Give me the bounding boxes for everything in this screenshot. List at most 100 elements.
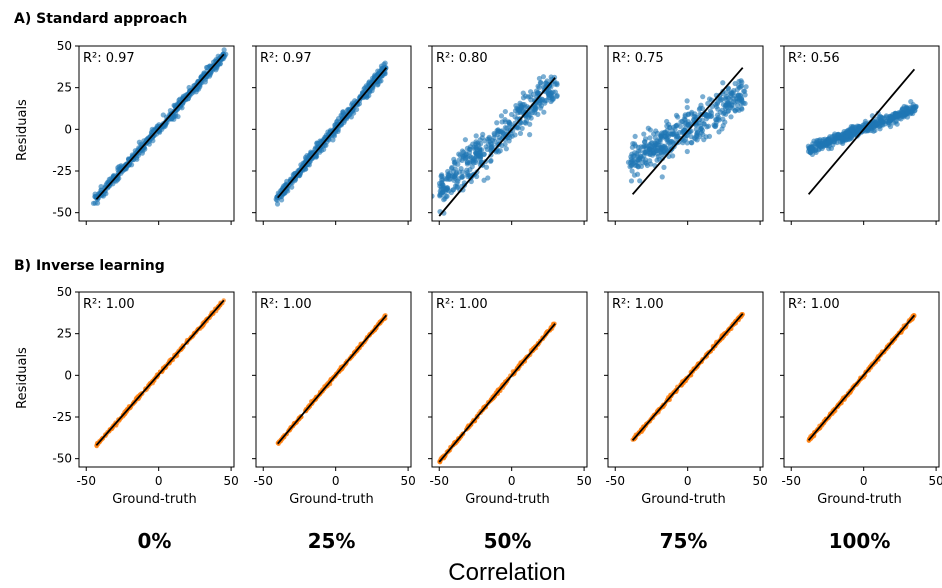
scatter-point — [491, 138, 498, 145]
scatter-point — [313, 145, 319, 151]
fit-line — [438, 323, 556, 463]
y-tick-label: -50 — [52, 206, 72, 220]
scatter-point — [629, 168, 635, 174]
scatter-point — [221, 47, 227, 53]
axes-frame — [78, 45, 235, 222]
axes-frame — [255, 45, 412, 222]
scatter-point — [550, 96, 557, 102]
scatter-point — [637, 178, 643, 184]
scatter-point — [699, 117, 705, 123]
x-tick-label: -50 — [781, 474, 801, 488]
scatter-point — [536, 75, 543, 82]
scatter-point — [466, 146, 473, 152]
x-tick-label: 50 — [576, 474, 591, 488]
scatter-point — [456, 169, 462, 175]
y-tick-label: 0 — [64, 122, 72, 136]
scatter-point — [284, 178, 290, 184]
x-tick-label: -50 — [253, 474, 273, 488]
panel-a-1: -50 -25 0 25 50 R²: 0.97 — [52, 39, 235, 225]
scatter-point — [488, 145, 494, 151]
scatter-point — [674, 122, 680, 128]
x-axis-label: Ground-truth — [112, 492, 197, 507]
scatter-point — [473, 133, 479, 139]
scatter-point — [659, 174, 665, 180]
scatter-points — [805, 99, 919, 157]
scatter-point — [160, 112, 166, 118]
scatter-point — [469, 164, 475, 170]
scatter-point — [684, 104, 690, 111]
scatter-point — [520, 95, 527, 101]
scatter-point — [663, 145, 669, 152]
scatter-point — [641, 139, 648, 145]
scatter-point — [641, 131, 647, 137]
axes-frame — [607, 291, 764, 468]
scatter-point — [528, 115, 534, 121]
correlation-value-label: 0% — [138, 529, 172, 553]
scatter-point — [706, 133, 713, 139]
x-axis-label: Ground-truth — [817, 492, 902, 507]
scatter-point — [438, 190, 444, 196]
axes-frame — [431, 291, 588, 468]
scatter-point — [513, 103, 519, 109]
scatter-point — [438, 186, 444, 192]
scatter-point — [647, 135, 653, 141]
scatter-point — [538, 79, 544, 86]
scatter-point — [684, 148, 690, 155]
r2-annotation: R²: 0.75 — [612, 51, 664, 66]
scatter-point — [456, 151, 462, 157]
scatter-point — [885, 119, 892, 126]
scatter-point — [98, 183, 104, 190]
scatter-points — [432, 74, 560, 216]
scatter-point — [691, 113, 697, 120]
scatter-point — [714, 112, 721, 118]
panel-b-3: -50 0 50 R²: 1.00 Ground-truth — [428, 291, 592, 507]
scatter-point — [700, 94, 706, 100]
scatter-point — [910, 106, 916, 112]
scatter-point — [460, 155, 467, 161]
x-axis-label: Ground-truth — [289, 492, 374, 507]
scatter-point — [628, 178, 635, 184]
scatter-point — [807, 149, 813, 156]
scatter-point — [719, 107, 726, 113]
scatter-point — [285, 188, 291, 194]
scatter-point — [533, 88, 540, 94]
r2-annotation: R²: 1.00 — [612, 297, 664, 312]
scatter-point — [894, 113, 900, 119]
scatter-point — [645, 125, 651, 131]
scatter-point — [715, 99, 721, 105]
scatter-point — [664, 118, 670, 125]
panel-a-2: R²: 0.97 — [252, 45, 412, 225]
scatter-point — [736, 78, 742, 85]
scatter-point — [665, 139, 671, 145]
fit-line — [631, 313, 744, 441]
y-tick-label: 25 — [57, 81, 72, 95]
scatter-point — [479, 135, 485, 141]
scatter-point — [726, 101, 733, 107]
scatter-point — [456, 157, 462, 163]
scatter-point — [462, 137, 468, 143]
scatter-point — [642, 150, 649, 156]
scatter-point — [474, 173, 480, 180]
scatter-point — [535, 111, 541, 117]
y-tick-label: -25 — [52, 164, 72, 178]
scatter-point — [500, 129, 506, 136]
scatter-point — [488, 157, 494, 164]
fit-line — [277, 314, 388, 445]
scatter-point — [682, 112, 688, 118]
correlation-value-label: 75% — [660, 529, 708, 553]
scatter-point — [705, 100, 711, 107]
r2-annotation: R²: 1.00 — [260, 297, 312, 312]
scatter-point — [632, 133, 638, 140]
panel-a-4: R²: 0.75 — [604, 45, 764, 225]
scatter-point — [546, 92, 552, 98]
scatter-point — [519, 125, 525, 132]
scatter-point — [682, 125, 688, 131]
axes-frame — [607, 45, 764, 222]
scatter-point — [445, 171, 451, 178]
scatter-point — [340, 110, 347, 116]
scatter-point — [709, 113, 715, 119]
scatter-point — [832, 136, 838, 142]
y-tick-label: 50 — [57, 285, 72, 299]
scatter-point — [496, 137, 502, 144]
scatter-point — [699, 127, 706, 133]
